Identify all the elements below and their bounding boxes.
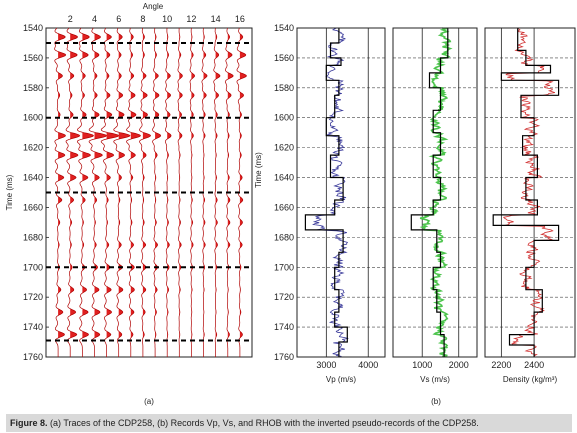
panel-b-label: (b) (431, 397, 441, 406)
panel-a-x-tick-label: 6 (116, 14, 121, 24)
x-tick-label: 1000 (412, 360, 432, 370)
panel-a-y-tick-label: 1700 (23, 262, 43, 272)
x-axis-label: Density (kg/m³) (503, 375, 558, 384)
panel-b-y-tick-label: 1600 (274, 113, 294, 123)
trace-fill (179, 34, 183, 339)
trace-wiggle (213, 27, 221, 357)
trace-wiggle (76, 27, 95, 357)
panel-a-y-axis-label: Time (ms) (5, 174, 14, 210)
panel-b-y-tick-label: 1720 (274, 292, 294, 302)
trace-fill (70, 34, 80, 339)
trace-fill (118, 34, 130, 339)
panel-a-y-tick-label: 1600 (23, 113, 43, 123)
panel-b-y-tick-label: 1660 (274, 202, 294, 212)
panel-a-y-tick-label: 1620 (23, 143, 43, 153)
panel-a-y-tick-label: 1720 (23, 292, 43, 302)
panel-b-logs: 1540 1560 1580 1600 1620 1640 1660 1680 1700 1720… (254, 23, 576, 406)
panel-a-y-tick-label: 1740 (23, 322, 43, 332)
x-tick-label: 2400 (524, 360, 544, 370)
panel-a-y-tick-label: 1660 (23, 202, 43, 212)
panel-b-y-tick-label: 1580 (274, 83, 294, 93)
x-tick-label: 4000 (358, 360, 378, 370)
panel-b-y-axis-label: Time (ms) (254, 152, 263, 188)
panel-a-x-tick-label: 10 (162, 14, 172, 24)
caption-text: (a) Traces of the CDP258, (b) Records Vp… (50, 418, 479, 428)
trace-fill (167, 34, 172, 339)
trace-wiggle (100, 27, 120, 357)
panel-a-x-tick-label: 2 (68, 14, 73, 24)
trace-fill (58, 34, 66, 339)
inverted-step-curve (410, 28, 449, 357)
panel-b-y-tick-label: 1620 (274, 143, 294, 153)
track-frame (484, 27, 576, 358)
trace-fill (142, 34, 151, 339)
track-frame (392, 27, 478, 358)
panel-a-label: (a) (144, 397, 154, 406)
trace-wiggle (177, 27, 183, 357)
panel-a-x-tick-label: 14 (211, 14, 221, 24)
trace-wiggle (139, 27, 152, 357)
panel-a-y-tick-label: 1580 (23, 83, 43, 93)
trace-fill (155, 34, 161, 339)
panel-b-y-tick-label: 1680 (274, 232, 294, 242)
trace-fill (191, 34, 195, 339)
panel-b-y-tick-label: 1700 (274, 262, 294, 272)
panel-a-x-tick-label: 4 (92, 14, 97, 24)
panel-a-y-tick-label: 1560 (23, 53, 43, 63)
trace-fill (239, 34, 247, 339)
log-track: 1000 2000 Vs (m/s) (392, 27, 478, 384)
caption-label: Figure 8. (10, 418, 48, 428)
x-tick-label: 2000 (449, 360, 469, 370)
panel-a-x-tick-label: 12 (186, 14, 196, 24)
panel-a-title: Angle (143, 2, 164, 11)
trace-fill (94, 34, 107, 339)
inverted-step-curve (492, 28, 560, 357)
panel-b-y-tick-label: 1740 (274, 322, 294, 332)
panel-b-y-tick-label: 1640 (274, 173, 294, 183)
trace-fill (227, 34, 234, 339)
panel-a-y-tick-label: 1680 (23, 232, 43, 242)
record-curve (502, 28, 556, 357)
panel-a-traces: Angle 2 4 6 8 10 12 14 16 1540 1560 1580 1600 1620 164… (5, 2, 253, 406)
record-curve (419, 27, 453, 358)
panel-b-y-tick-label: 1560 (274, 53, 294, 63)
trace-wiggle (65, 27, 81, 357)
panel-a-y-tick-label: 1540 (23, 23, 43, 33)
figure-caption: Figure 8. (a) Traces of the CDP258, (b) … (6, 414, 572, 432)
trace-fill (130, 34, 141, 339)
panel-a-x-tick-label: 16 (235, 14, 245, 24)
x-tick-label: 3000 (316, 360, 336, 370)
panel-a-y-tick-label: 1640 (23, 173, 43, 183)
x-axis-label: Vs (m/s) (420, 375, 450, 384)
panel-b-y-tick-label: 1540 (274, 23, 294, 33)
log-track: 2200 2400 Density (kg/m³) (484, 27, 576, 384)
trace-fill (203, 34, 208, 339)
trace-fill (82, 34, 94, 339)
panel-a-x-tick-label: 8 (140, 14, 145, 24)
panel-a-y-tick-label: 1760 (23, 352, 43, 362)
trace-fill (106, 34, 119, 339)
panel-b-y-tick-label: 1760 (274, 352, 294, 362)
x-axis-label: Vp (m/s) (326, 375, 357, 384)
trace-fill (215, 34, 220, 339)
x-tick-label: 2200 (491, 360, 511, 370)
inverted-step-curve (304, 28, 348, 357)
track-frame (296, 27, 386, 358)
